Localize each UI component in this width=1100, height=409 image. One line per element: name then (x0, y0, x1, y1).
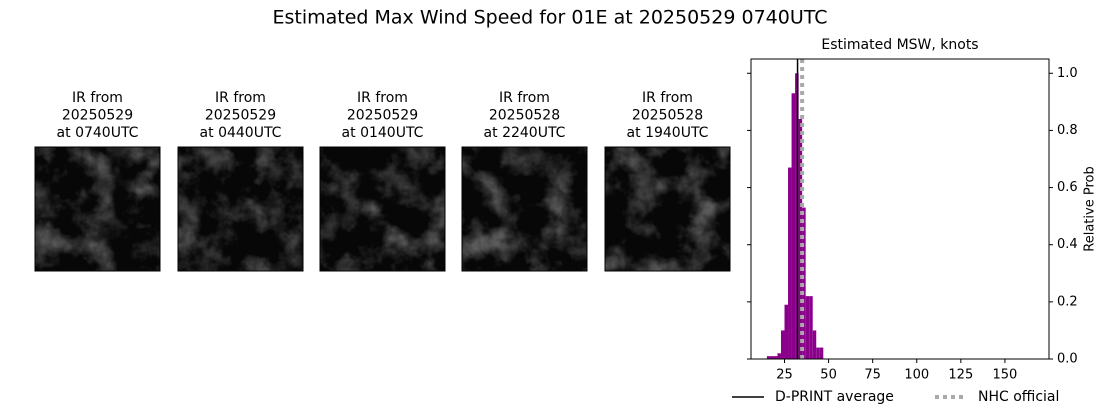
bar (805, 296, 810, 359)
panel-title: IR from (642, 90, 693, 106)
ir-image (34, 146, 161, 272)
panel-title: IR from (499, 90, 550, 106)
ir-frame (461, 146, 588, 272)
y-tick-label: 0.0 (1057, 352, 1078, 367)
x-tick-label: 125 (948, 368, 973, 383)
panel-title: IR from (72, 90, 123, 106)
bar (816, 347, 820, 359)
x-tick-label: 25 (776, 368, 793, 383)
ir-clouds (35, 147, 160, 271)
panel-title: 20250529 (347, 108, 418, 124)
bar (791, 93, 796, 360)
bar (809, 296, 813, 359)
bar (766, 356, 771, 359)
bar (780, 330, 785, 359)
bar (777, 353, 781, 359)
legend-label: D-PRINT average (775, 389, 894, 405)
panel-title: at 2240UTC (484, 125, 566, 141)
ir-clouds (178, 147, 303, 271)
ir-frame (177, 146, 304, 272)
y-tick-label: 0.8 (1057, 123, 1078, 138)
x-tick-label: 75 (864, 368, 881, 383)
ir-image (604, 146, 731, 272)
bar (819, 347, 824, 359)
panel-title: 20250529 (62, 108, 133, 124)
x-tick-label: 100 (904, 368, 929, 383)
ir-clouds (320, 147, 445, 271)
legend-label: NHC official (978, 389, 1059, 405)
bar (788, 167, 792, 359)
bar (784, 304, 789, 359)
panel-title: at 0140UTC (342, 125, 424, 141)
ir-clouds (605, 147, 730, 271)
y-tick-label: 0.6 (1057, 180, 1078, 195)
y-tick-label: 0.2 (1057, 294, 1078, 309)
panel-title: at 0740UTC (57, 125, 139, 141)
x-tick-label: 150 (993, 368, 1018, 383)
bar (773, 356, 778, 359)
ir-frame (604, 146, 731, 272)
y-tick-label: 1.0 (1057, 66, 1078, 81)
panel-title: IR from (215, 90, 266, 106)
ir-clouds (462, 147, 587, 271)
ir-image (461, 146, 588, 272)
plot-frame (750, 58, 1050, 360)
figure-title: Estimated Max Wind Speed for 01E at 2025… (272, 7, 827, 29)
bar (770, 356, 774, 359)
ir-image (177, 146, 304, 272)
bar (812, 330, 817, 359)
panel-title: at 1940UTC (627, 125, 709, 141)
panel-title: 20250529 (205, 108, 276, 124)
x-tick-label: 50 (820, 368, 837, 383)
y-tick-label: 0.4 (1057, 237, 1078, 252)
ir-image (319, 146, 446, 272)
panel-title: at 0440UTC (200, 125, 282, 141)
ir-frame (34, 146, 161, 272)
ir-frame (319, 146, 446, 272)
panel-title: 20250528 (489, 108, 560, 124)
panel-title: 20250528 (632, 108, 703, 124)
chart-title: Estimated MSW, knots (821, 37, 978, 53)
y-axis-label: Relative Prob (1083, 166, 1098, 251)
panel-title: IR from (357, 90, 408, 106)
